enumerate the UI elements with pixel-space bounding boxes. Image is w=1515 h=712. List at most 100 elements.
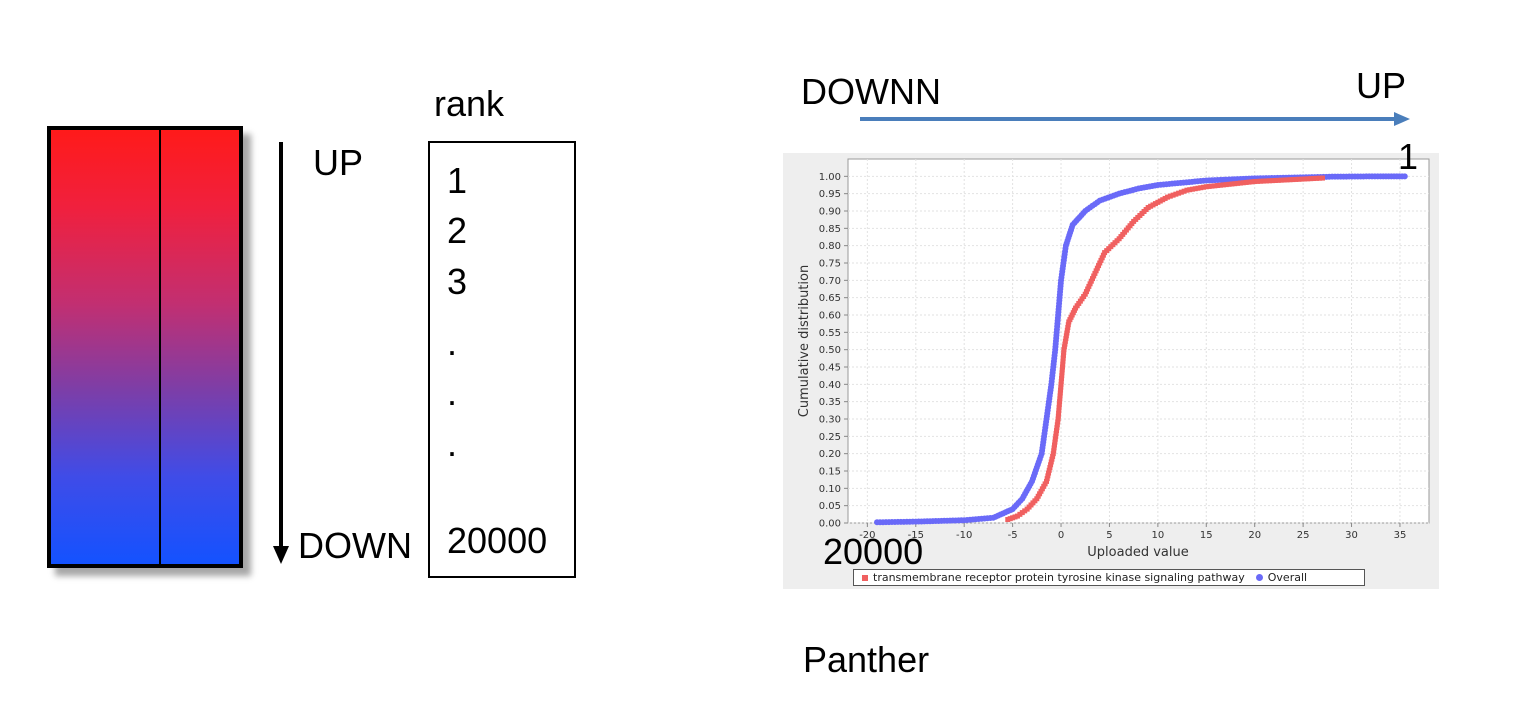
series-pathway-point bbox=[1062, 338, 1068, 344]
series-pathway-point bbox=[1054, 428, 1060, 434]
expression-heatmap bbox=[47, 126, 243, 568]
series-pathway-point bbox=[1051, 442, 1057, 448]
series-pathway-point bbox=[1240, 180, 1246, 186]
series-pathway-point bbox=[1317, 175, 1323, 181]
series-pathway-point bbox=[1266, 178, 1272, 184]
rank-list-box: 1 2 3 . . . 20000 bbox=[428, 141, 576, 578]
annotation-one: 1 bbox=[1398, 136, 1419, 177]
series-pathway-point bbox=[1060, 355, 1066, 361]
series-pathway-point bbox=[1063, 333, 1069, 339]
series-pathway-point bbox=[1229, 181, 1235, 187]
y-tick-label: 0.10 bbox=[819, 484, 841, 495]
series-pathway-point bbox=[1255, 178, 1261, 184]
rank-item: 2 bbox=[447, 210, 468, 251]
rank-item: 1 bbox=[447, 160, 468, 201]
series-pathway-point bbox=[1314, 175, 1320, 181]
series-pathway-point bbox=[1181, 188, 1187, 194]
series-pathway-point bbox=[1269, 178, 1275, 184]
series-pathway-point bbox=[1091, 273, 1097, 279]
series-pathway-point bbox=[1046, 467, 1052, 473]
x-tick-label: -10 bbox=[956, 530, 972, 541]
series-pathway-point bbox=[1088, 278, 1094, 284]
series-pathway-point bbox=[1243, 179, 1249, 185]
series-pathway-point bbox=[1053, 430, 1059, 436]
series-pathway-point bbox=[1055, 416, 1061, 422]
y-tick-label: 0.45 bbox=[819, 363, 841, 374]
legend-entry-pathway: transmembrane receptor protein tyrosine … bbox=[873, 571, 1245, 584]
y-tick-label: 0.75 bbox=[819, 259, 841, 270]
series-pathway-point bbox=[1063, 336, 1069, 342]
series-pathway-point bbox=[1060, 361, 1066, 367]
series-pathway-point bbox=[1087, 281, 1093, 287]
series-pathway-point bbox=[1223, 182, 1229, 188]
x-tick-label: -5 bbox=[1008, 530, 1018, 541]
series-pathway-point bbox=[1048, 459, 1054, 465]
series-pathway-point bbox=[1263, 178, 1269, 184]
rank-header: rank bbox=[434, 83, 505, 124]
y-tick-label: 0.70 bbox=[819, 276, 841, 287]
series-pathway-point bbox=[1045, 473, 1051, 479]
caption-panther: Panther bbox=[803, 639, 930, 680]
chart-svg: -20 -15 -10 -5 0 5 10 15 20 25 30 35 0.00 0.05 0.10 0.1… bbox=[797, 158, 1430, 560]
series-pathway-point bbox=[1050, 453, 1056, 459]
series-pathway-point bbox=[1187, 187, 1193, 193]
series-pathway-point bbox=[1272, 177, 1278, 183]
series-pathway-point bbox=[1061, 344, 1067, 350]
series-pathway-point bbox=[1060, 352, 1066, 358]
series-pathway-point bbox=[1051, 445, 1057, 451]
x-tick-label: 25 bbox=[1297, 530, 1310, 541]
series-pathway-point bbox=[1287, 177, 1293, 183]
series-pathway-point bbox=[1189, 186, 1195, 192]
y-tick-label: 0.00 bbox=[819, 519, 841, 530]
x-tick-label: 10 bbox=[1151, 530, 1164, 541]
series-pathway-point bbox=[1278, 177, 1284, 183]
series-pathway-point bbox=[1097, 260, 1103, 266]
series-pathway-point bbox=[1173, 191, 1179, 197]
series-pathway-point bbox=[1293, 176, 1299, 182]
y-tick-label: 0.90 bbox=[819, 207, 841, 218]
series-pathway-point bbox=[1061, 350, 1067, 356]
series-pathway-point bbox=[1093, 268, 1099, 274]
series-pathway-point bbox=[1056, 402, 1062, 408]
series-pathway-point bbox=[1195, 185, 1201, 191]
series-pathway-point bbox=[1058, 387, 1064, 393]
series-pathway-point bbox=[1055, 419, 1061, 425]
x-tick-label: 5 bbox=[1106, 530, 1112, 541]
y-tick-label: 0.65 bbox=[819, 293, 841, 304]
series-pathway-point bbox=[1052, 439, 1058, 445]
direction-up-label: UP bbox=[1356, 65, 1407, 106]
series-pathway-point bbox=[1249, 179, 1255, 185]
series-pathway-point bbox=[1058, 381, 1064, 387]
series-pathway-point bbox=[1218, 182, 1224, 188]
x-tick-label: 15 bbox=[1200, 530, 1213, 541]
series-pathway-point bbox=[1176, 190, 1182, 196]
series-pathway-point bbox=[1094, 265, 1100, 271]
series-pathway-point bbox=[1261, 178, 1267, 184]
y-tick-label: 0.15 bbox=[819, 467, 841, 478]
series-pathway-point bbox=[1058, 378, 1064, 384]
series-pathway-point bbox=[1050, 451, 1056, 457]
series-pathway-point bbox=[1059, 364, 1065, 370]
chart-legend: transmembrane receptor protein tyrosine … bbox=[853, 569, 1365, 586]
series-pathway-point bbox=[1047, 465, 1053, 471]
series-pathway-point bbox=[1056, 407, 1062, 413]
series-pathway-point bbox=[1184, 187, 1190, 193]
series-pathway-point bbox=[1100, 252, 1106, 258]
down-arrow bbox=[273, 142, 289, 564]
x-tick-label: 30 bbox=[1345, 530, 1358, 541]
direction-arrow bbox=[860, 112, 1410, 126]
series-pathway-point bbox=[1098, 257, 1104, 263]
series-pathway-point bbox=[1220, 182, 1226, 188]
series-pathway-point bbox=[1232, 181, 1238, 187]
series-pathway-point bbox=[1044, 476, 1050, 482]
series-pathway-point bbox=[1258, 178, 1264, 184]
y-tick-label: 0.55 bbox=[819, 328, 841, 339]
series-pathway-point bbox=[1308, 176, 1314, 182]
down-label: DOWN bbox=[298, 525, 412, 566]
legend-square-marker bbox=[862, 574, 868, 581]
series-pathway-point bbox=[1170, 192, 1176, 198]
y-tick-label: 0.35 bbox=[819, 397, 841, 408]
series-pathway-point bbox=[1252, 179, 1258, 185]
series-pathway-point bbox=[1215, 183, 1221, 189]
series-pathway-point bbox=[1086, 283, 1092, 289]
